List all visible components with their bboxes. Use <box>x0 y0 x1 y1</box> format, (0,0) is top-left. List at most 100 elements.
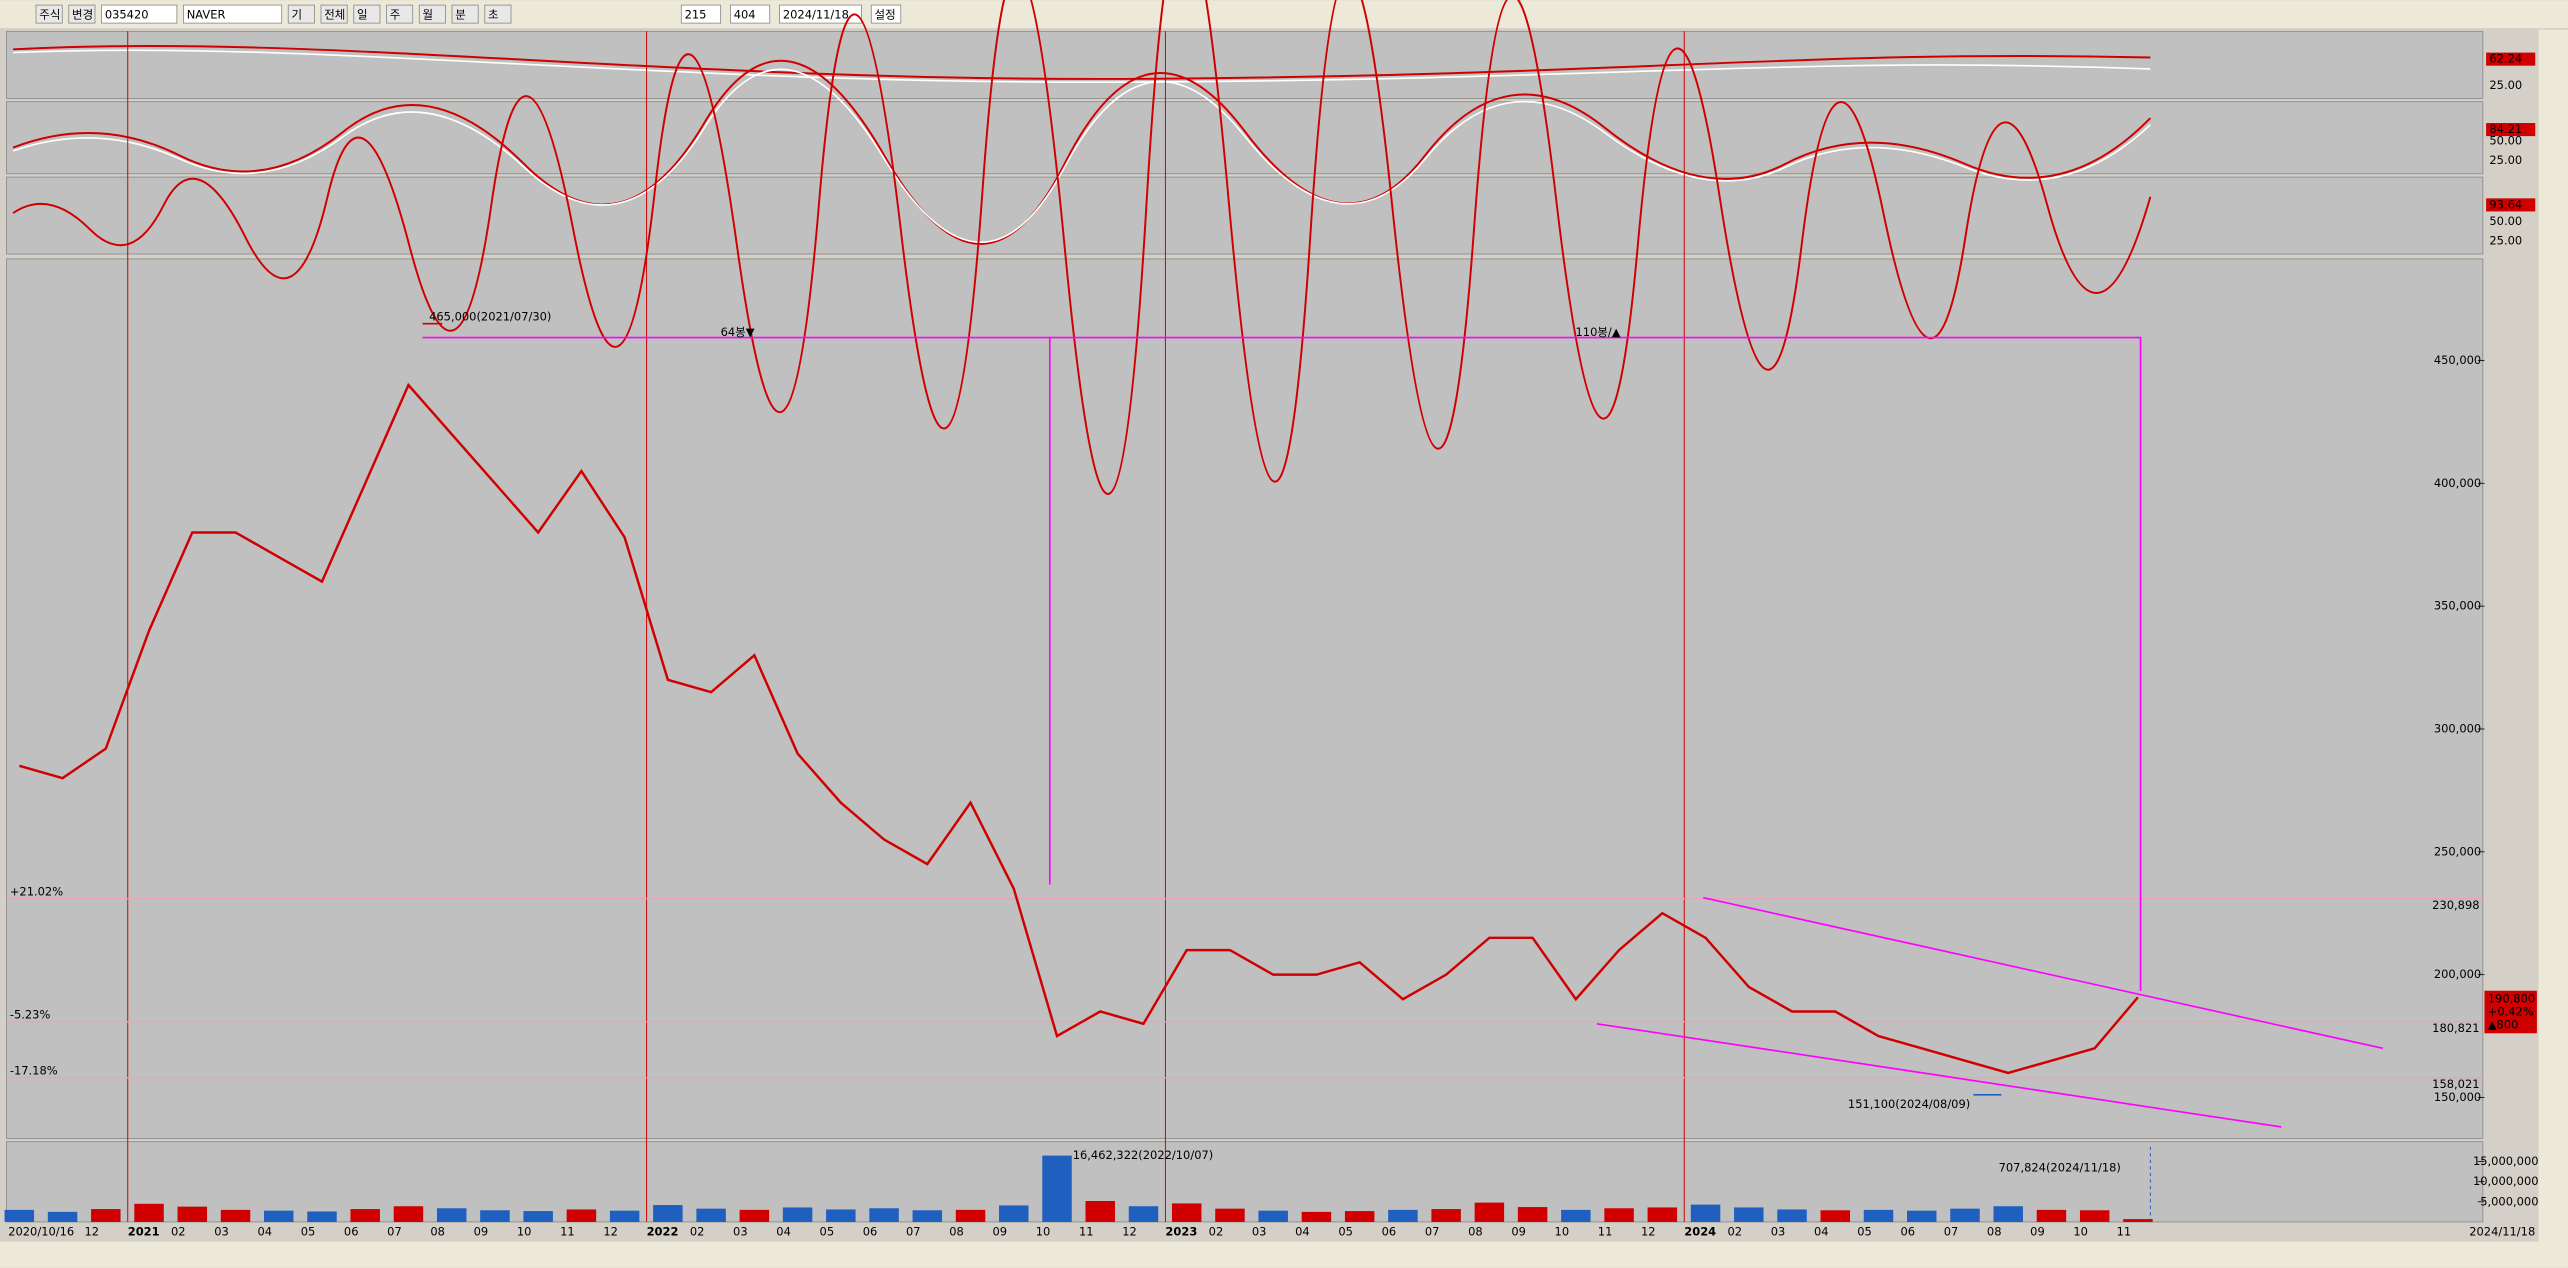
indicator-current-box <box>2486 123 2536 137</box>
toolbar-button[interactable] <box>287 4 315 24</box>
indicator-line <box>12 0 2152 495</box>
volume-bar <box>1042 1155 1072 1222</box>
indicator-current-box <box>2486 52 2536 66</box>
toolbar-items: 주식 변경 035420 NAVER 기 전체 일 주 월 분 초 215 404 2024/11/18 설… <box>35 4 902 24</box>
toolbar-button[interactable] <box>418 4 446 24</box>
y-tick-label: 350,000 <box>2434 599 2481 613</box>
end-date: 2024/11/18 <box>2469 1224 2535 1238</box>
trend-line <box>1596 1022 2282 1128</box>
toolbar-field[interactable] <box>779 4 862 24</box>
y-tick-label: 150,000 <box>2434 1090 2481 1104</box>
volume-bar <box>1561 1209 1591 1222</box>
volume-bar <box>523 1211 553 1222</box>
volume-bar <box>739 1209 770 1222</box>
x-tick-label: 10 <box>1555 1224 1570 1238</box>
toolbar-label: 주식 <box>39 7 60 21</box>
volume-bar <box>220 1209 251 1222</box>
x-tick-label: 2024 <box>1684 1224 1716 1238</box>
side-toolbar <box>2538 29 2568 1258</box>
x-tick-label: 05 <box>1338 1224 1353 1238</box>
x-tick-label: 06 <box>344 1224 359 1238</box>
volume-bar <box>869 1208 899 1222</box>
x-tick-label: 08 <box>1987 1224 2002 1238</box>
volume-bar <box>1734 1207 1764 1222</box>
volume-bar <box>912 1210 943 1222</box>
toolbar-button[interactable] <box>101 4 178 24</box>
toolbar-field[interactable] <box>730 4 771 24</box>
toolbar-button[interactable] <box>353 4 381 24</box>
volume-bar <box>653 1205 683 1222</box>
current-box <box>2484 990 2537 1034</box>
toolbar-button[interactable] <box>484 4 512 24</box>
x-tick-label: 08 <box>1468 1224 1483 1238</box>
x-tick-label: 11 <box>1079 1224 1094 1238</box>
x-tick-label: 2023 <box>1165 1224 1197 1238</box>
x-tick-label: 10 <box>2073 1224 2088 1238</box>
toolbar-label: 일 <box>357 7 368 21</box>
toolbar-button[interactable] <box>183 4 283 24</box>
volume-bar <box>1604 1208 1634 1222</box>
toolbar-button[interactable] <box>320 4 348 24</box>
toolbar-label: 기 <box>292 7 303 21</box>
volume-bar <box>1863 1209 1894 1222</box>
x-tick-label: 12 <box>85 1224 100 1238</box>
x-tick-label: 2022 <box>647 1224 679 1238</box>
x-tick-label: 07 <box>1944 1224 1959 1238</box>
indicator-current-box <box>2486 198 2536 212</box>
volume-bar <box>1517 1207 1548 1222</box>
x-tick-label: 07 <box>906 1224 921 1238</box>
toolbar-field[interactable] <box>680 4 722 24</box>
trend-line <box>1703 896 2384 1050</box>
toolbar-label: 월 <box>423 7 434 21</box>
volume-bar <box>4 1209 35 1222</box>
volume-bar <box>955 1209 986 1222</box>
toolbar-button[interactable] <box>451 4 479 24</box>
toolbar-button[interactable] <box>35 4 63 24</box>
x-tick-label: 12 <box>1641 1224 1656 1238</box>
price-panel <box>6 258 2484 1139</box>
volume-bar <box>1085 1200 1115 1222</box>
current-diff: ▲800 <box>2488 1018 2519 1032</box>
toolbar <box>0 0 2568 29</box>
toolbar-label: 404 <box>734 7 756 21</box>
volume-bar <box>1171 1203 1202 1222</box>
bar-count: 110봉/▲ <box>1576 325 1621 339</box>
x-tick-label: 10 <box>1036 1224 1051 1238</box>
y-tick-label: 450,000 <box>2434 353 2481 367</box>
x-tick-label: 09 <box>1511 1224 1526 1238</box>
x-tick-label: 11 <box>2117 1224 2132 1238</box>
indicator-line <box>13 44 2151 80</box>
toolbar-button[interactable] <box>386 4 414 24</box>
indicator-level: 25.00 <box>2489 78 2522 92</box>
x-tick-label: 2021 <box>128 1224 160 1238</box>
x-tick-label: 05 <box>301 1224 316 1238</box>
volume-bar <box>91 1209 121 1222</box>
volume-bar <box>1388 1209 1418 1222</box>
toolbar-label: 전체 <box>324 7 345 21</box>
volume-bar <box>1431 1209 1461 1222</box>
volume-bar <box>1301 1211 1332 1222</box>
toolbar-button[interactable] <box>68 4 96 24</box>
x-tick-label: 02 <box>1209 1224 1224 1238</box>
status-bar <box>0 1241 2568 1268</box>
indicator-current: 62.24 <box>2489 52 2522 66</box>
current-change: +0.42% <box>2488 1004 2534 1018</box>
toolbar-label: 2024/11/18 <box>783 7 849 21</box>
toolbar-label: 215 <box>685 7 707 21</box>
indicator-level: 25.00 <box>2489 153 2522 167</box>
x-tick-label: 02 <box>690 1224 705 1238</box>
ref-label: 158,021 <box>2432 1077 2479 1091</box>
ref-pct: -17.18% <box>10 1064 58 1078</box>
x-tick-label: 11 <box>1598 1224 1613 1238</box>
x-tick-label: 07 <box>387 1224 402 1238</box>
volume-bar <box>350 1209 380 1222</box>
volume-bar <box>782 1207 813 1222</box>
indicator-signal <box>12 68 2151 243</box>
toolbar-field[interactable] <box>870 4 902 24</box>
volume-max-label: 16,462,322(2022/10/07) <box>1073 1148 1214 1162</box>
x-tick-label: 03 <box>1252 1224 1267 1238</box>
x-tick-label: 09 <box>2030 1224 2045 1238</box>
volume-bar <box>134 1203 164 1222</box>
x-tick-label: 10 <box>517 1224 532 1238</box>
toolbar-label: NAVER <box>187 7 226 21</box>
